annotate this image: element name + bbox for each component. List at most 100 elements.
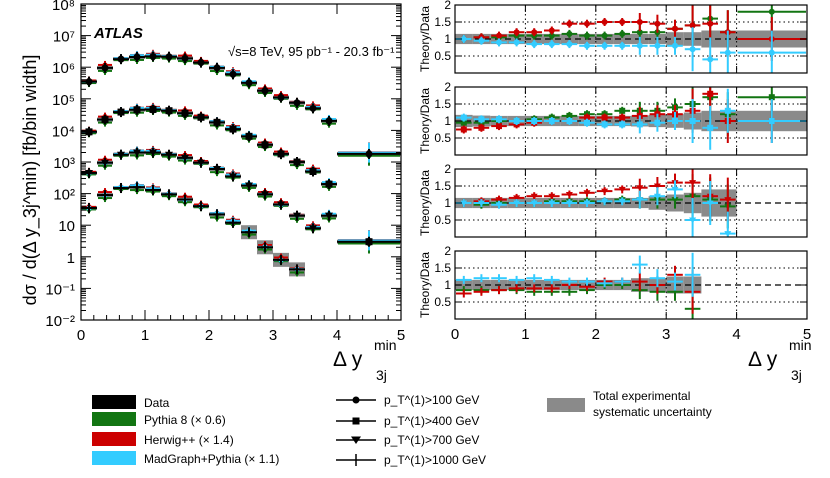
ratio-model-point bbox=[513, 118, 520, 124]
ratio-model-point bbox=[768, 8, 775, 15]
legend-swatch-herwig bbox=[92, 432, 136, 446]
ratio-model-point bbox=[707, 124, 714, 131]
main-xlabel-sup: min bbox=[374, 337, 397, 353]
main-data-point bbox=[245, 79, 253, 87]
main-data-point bbox=[365, 150, 373, 158]
ratio-model-point bbox=[460, 126, 467, 133]
ratio-ytick-label: 1 bbox=[444, 278, 451, 292]
main-data-point bbox=[229, 125, 237, 133]
ratio-model-point bbox=[619, 19, 626, 25]
legend-swatch-band bbox=[547, 398, 585, 412]
ratio-model-point bbox=[618, 186, 626, 193]
ratio-model-point bbox=[653, 183, 661, 190]
ratio-model-point bbox=[496, 32, 502, 39]
ratio-model-point bbox=[671, 197, 679, 204]
ratio-model-point bbox=[496, 123, 502, 130]
ratio-model-point bbox=[636, 42, 643, 49]
ratio-model-point bbox=[495, 197, 503, 204]
ratio-model-point bbox=[477, 200, 485, 207]
main-data-point bbox=[85, 128, 93, 136]
main-ytick-label: 10⁻² bbox=[45, 313, 75, 330]
ratio-panel-4: 0.5 1 1.5 2 Theory/Data bbox=[418, 244, 808, 320]
ratio-model-point bbox=[707, 90, 714, 97]
ratio-ytick-label: 1.5 bbox=[434, 261, 451, 275]
ratio-model-point bbox=[707, 56, 714, 63]
ratio-ytick-label: 2 bbox=[444, 162, 451, 176]
main-data-point bbox=[365, 238, 373, 246]
main-data-point bbox=[101, 159, 109, 167]
main-data-point bbox=[293, 99, 301, 107]
main-plot: 10⁻² 10⁻¹ 1 10 10² 10³ 10⁴ 10⁵ 10⁶ 10⁷ 10⁸ 0 1 2 3 4 5 bbox=[45, 0, 405, 344]
ratio-model-point bbox=[672, 25, 678, 32]
ratio-model-point bbox=[530, 193, 538, 200]
ratio-model-point bbox=[531, 41, 538, 48]
legend-swatch-pythia bbox=[92, 412, 136, 426]
ratio-model-point bbox=[768, 118, 775, 124]
ratio-model-point bbox=[478, 124, 485, 131]
main-ytick-label: 10⁸ bbox=[52, 0, 75, 14]
ratio-model-point bbox=[548, 118, 555, 124]
main-data-point bbox=[165, 107, 173, 115]
main-data-point bbox=[165, 151, 173, 159]
ratio-model-point bbox=[531, 29, 538, 36]
main-data-point bbox=[197, 59, 205, 67]
main-data-point bbox=[149, 52, 157, 60]
ratio-model-point bbox=[583, 200, 591, 207]
ratio-band bbox=[613, 33, 631, 45]
ratio-model-point bbox=[707, 20, 714, 27]
ratio-model-point bbox=[653, 193, 661, 200]
ratio-xlabel: Δ y min 3j bbox=[748, 337, 812, 383]
main-data-point bbox=[293, 158, 301, 166]
main-data-point bbox=[325, 212, 333, 220]
ratio-plots: 0.511.52Theory/Data0.511.52Theory/Data0.… bbox=[418, 0, 811, 343]
main-data-point bbox=[309, 168, 317, 176]
ratio-xlabel-base: Δ y bbox=[748, 348, 778, 371]
ratio-model-point bbox=[619, 114, 626, 121]
main-xtick-label: 0 bbox=[77, 327, 85, 344]
main-data-point bbox=[149, 149, 157, 157]
ratio-xtick-label: 1 bbox=[521, 326, 529, 343]
main-data-point bbox=[117, 108, 125, 116]
main-data-point bbox=[325, 180, 333, 188]
ratio-ytick-label: 1.5 bbox=[434, 15, 451, 29]
main-data-point bbox=[261, 141, 269, 149]
main-data-point bbox=[101, 116, 109, 124]
legend-label-herwig: Herwig++ (× 1.4) bbox=[144, 433, 234, 447]
ratio-model-point bbox=[584, 114, 590, 121]
main-ylabel: dσ / d(Δ y_3j^min) [fb/bin width] bbox=[20, 55, 41, 306]
main-data-point bbox=[133, 53, 141, 61]
ratio-model-point bbox=[724, 107, 731, 114]
main-data-point bbox=[261, 87, 269, 95]
ratio-model-point bbox=[601, 32, 608, 39]
legend-label-pythia: Pythia 8 (× 0.6) bbox=[144, 413, 226, 427]
legend-marker-circle bbox=[336, 396, 376, 404]
main-data-point bbox=[261, 191, 269, 199]
ratio-band bbox=[472, 279, 491, 291]
ratio-model-point bbox=[548, 193, 556, 200]
main-data-point bbox=[197, 159, 205, 167]
main-data-point bbox=[133, 149, 141, 157]
ratio-model-point bbox=[460, 114, 467, 121]
ratio-model-point bbox=[601, 121, 608, 128]
legend-swatch-data bbox=[92, 395, 136, 409]
ratio-model-point bbox=[636, 197, 644, 204]
ratio-model-point bbox=[654, 119, 661, 126]
ratio-ylabel: Theory/Data bbox=[418, 252, 432, 318]
ratio-ytick-label: 0.5 bbox=[434, 131, 451, 145]
ratio-model-point bbox=[601, 19, 608, 25]
ratio-model-point bbox=[513, 29, 520, 36]
ratio-model-point bbox=[672, 42, 678, 49]
main-series-2 bbox=[81, 102, 401, 254]
main-ytick-label: 10⁶ bbox=[52, 60, 75, 77]
main-xlabel-base: Δ y bbox=[333, 348, 363, 371]
ratio-model-point bbox=[689, 217, 697, 224]
ratio-model-point bbox=[495, 202, 503, 209]
ratio-ytick-label: 0.5 bbox=[434, 49, 451, 63]
main-data-point bbox=[117, 151, 125, 159]
main-ytick-label: 1 bbox=[67, 250, 75, 267]
ratio-model-point bbox=[583, 190, 591, 197]
legend-label-data: Data bbox=[144, 396, 170, 410]
ratio-model-point bbox=[548, 200, 556, 207]
ratio-model-point bbox=[566, 112, 573, 119]
main-data-point bbox=[309, 225, 317, 233]
